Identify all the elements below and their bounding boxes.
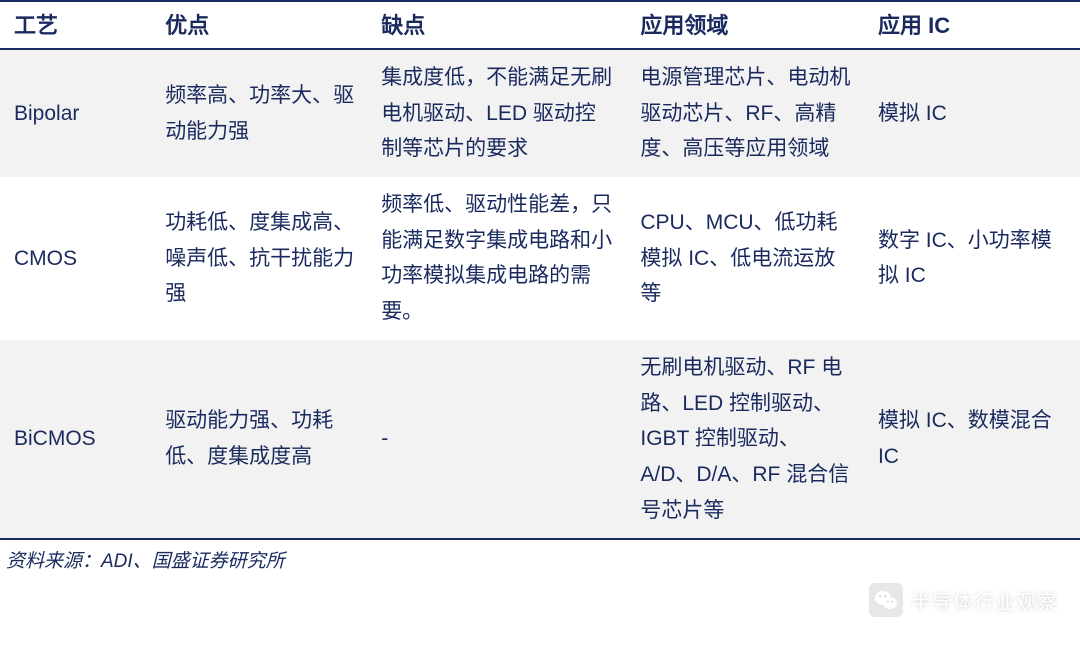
cell-disadvantages: - xyxy=(367,340,626,539)
cell-ic: 模拟 IC xyxy=(864,49,1080,177)
table-row: BiCMOS 驱动能力强、功耗低、度集成度高 - 无刷电机驱动、RF 电路、LE… xyxy=(0,340,1080,539)
cell-advantages: 功耗低、度集成高、噪声低、抗干扰能力强 xyxy=(151,177,367,340)
watermark: 半导体行业观察 xyxy=(869,583,1058,617)
process-comparison-table: 工艺 优点 缺点 应用领域 应用 IC Bipolar 频率高、功率大、驱动能力… xyxy=(0,0,1080,540)
cell-process: BiCMOS xyxy=(0,340,151,539)
table-row: Bipolar 频率高、功率大、驱动能力强 集成度低，不能满足无刷电机驱动、LE… xyxy=(0,49,1080,177)
cell-ic: 数字 IC、小功率模拟 IC xyxy=(864,177,1080,340)
col-header-ic: 应用 IC xyxy=(864,1,1080,49)
table-header-row: 工艺 优点 缺点 应用领域 应用 IC xyxy=(0,1,1080,49)
cell-application: CPU、MCU、低功耗模拟 IC、低电流运放等 xyxy=(626,177,864,340)
cell-advantages: 频率高、功率大、驱动能力强 xyxy=(151,49,367,177)
watermark-text: 半导体行业观察 xyxy=(911,586,1058,615)
col-header-disadvantages: 缺点 xyxy=(367,1,626,49)
cell-advantages: 驱动能力强、功耗低、度集成度高 xyxy=(151,340,367,539)
cell-ic: 模拟 IC、数模混合 IC xyxy=(864,340,1080,539)
cell-application: 无刷电机驱动、RF 电路、LED 控制驱动、IGBT 控制驱动、A/D、D/A、… xyxy=(626,340,864,539)
cell-process: CMOS xyxy=(0,177,151,340)
col-header-advantages: 优点 xyxy=(151,1,367,49)
cell-application: 电源管理芯片、电动机驱动芯片、RF、高精度、高压等应用领域 xyxy=(626,49,864,177)
col-header-process: 工艺 xyxy=(0,1,151,49)
col-header-application: 应用领域 xyxy=(626,1,864,49)
wechat-icon xyxy=(869,583,903,617)
cell-disadvantages: 集成度低，不能满足无刷电机驱动、LED 驱动控制等芯片的要求 xyxy=(367,49,626,177)
cell-process: Bipolar xyxy=(0,49,151,177)
table-row: CMOS 功耗低、度集成高、噪声低、抗干扰能力强 频率低、驱动性能差，只能满足数… xyxy=(0,177,1080,340)
source-caption: 资料来源：ADI、国盛证券研究所 xyxy=(0,540,1080,573)
cell-disadvantages: 频率低、驱动性能差，只能满足数字集成电路和小功率模拟集成电路的需要。 xyxy=(367,177,626,340)
